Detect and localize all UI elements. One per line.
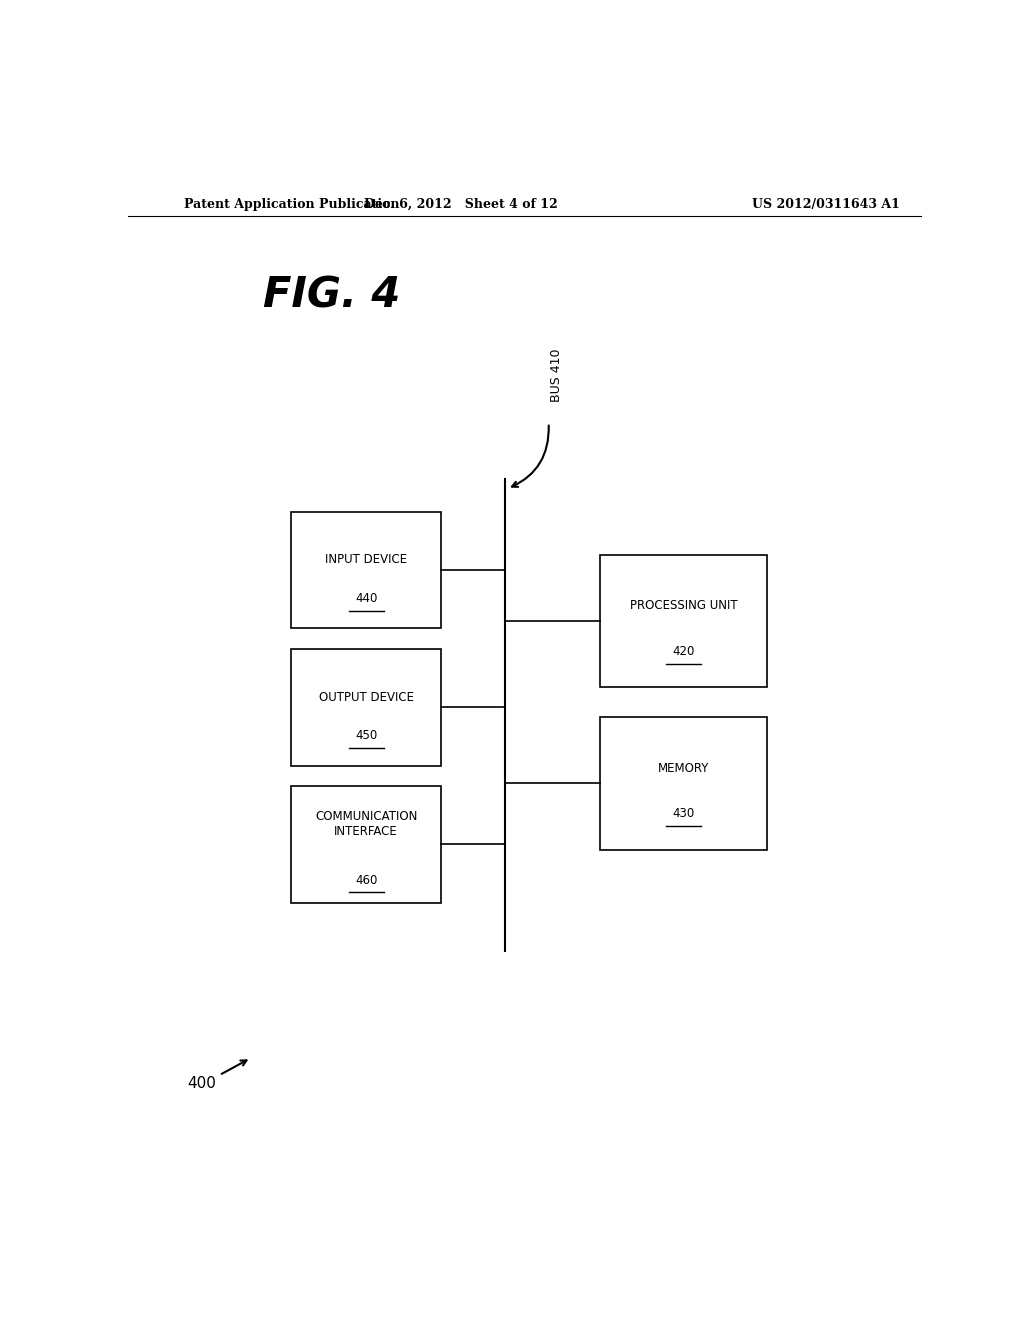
Text: 450: 450	[355, 729, 377, 742]
Text: INPUT DEVICE: INPUT DEVICE	[325, 553, 408, 566]
FancyBboxPatch shape	[600, 554, 767, 686]
FancyBboxPatch shape	[291, 785, 441, 903]
Text: FIG. 4: FIG. 4	[263, 275, 400, 317]
FancyBboxPatch shape	[291, 512, 441, 628]
Text: MEMORY: MEMORY	[657, 762, 710, 775]
Text: Dec. 6, 2012   Sheet 4 of 12: Dec. 6, 2012 Sheet 4 of 12	[365, 198, 558, 211]
FancyBboxPatch shape	[291, 649, 441, 766]
Text: Patent Application Publication: Patent Application Publication	[183, 198, 399, 211]
Text: 400: 400	[187, 1076, 216, 1090]
Text: 430: 430	[673, 808, 694, 821]
Text: US 2012/0311643 A1: US 2012/0311643 A1	[753, 198, 900, 211]
FancyBboxPatch shape	[600, 718, 767, 850]
Text: OUTPUT DEVICE: OUTPUT DEVICE	[318, 690, 414, 704]
Text: COMMUNICATION
INTERFACE: COMMUNICATION INTERFACE	[315, 810, 417, 838]
Text: PROCESSING UNIT: PROCESSING UNIT	[630, 599, 737, 612]
Text: 420: 420	[673, 645, 694, 657]
Text: 460: 460	[355, 874, 377, 887]
Text: BUS 410: BUS 410	[550, 348, 563, 403]
Text: 440: 440	[355, 591, 377, 605]
